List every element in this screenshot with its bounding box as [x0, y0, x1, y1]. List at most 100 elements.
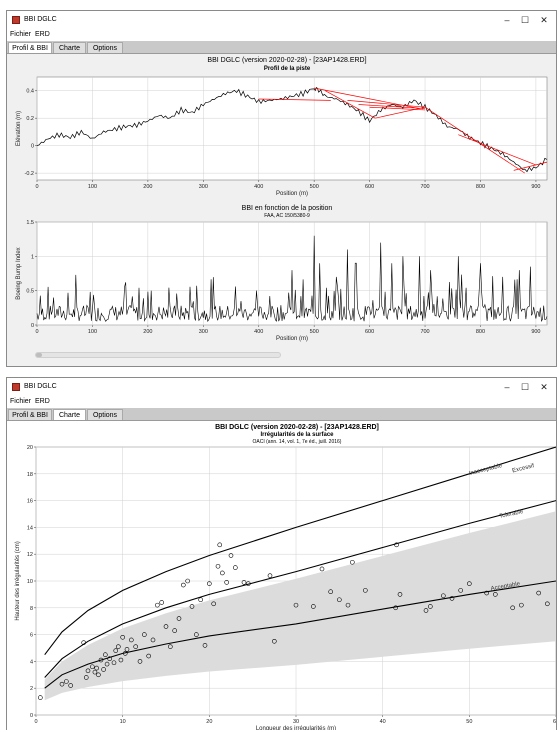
data-point: [220, 570, 225, 576]
bbi-x-tick-label: 0: [35, 329, 38, 335]
menu-fichier[interactable]: Fichier: [10, 31, 32, 38]
profile-x-tick-label: 400: [254, 184, 263, 190]
data-point: [319, 566, 325, 572]
charte-x-tick-label: 0: [34, 719, 37, 725]
data-point: [111, 660, 117, 666]
profile-x-tick-label: 500: [310, 184, 319, 190]
maximize-button[interactable]: ☐: [520, 15, 530, 25]
profile-x-axis-label: Position (m): [276, 191, 308, 197]
tab-profil-bbi[interactable]: Profil & BBI: [8, 409, 52, 420]
window-profil: BBI DGLC – ☐ ✕ Fichier ERD Profil & BBI …: [6, 10, 557, 367]
data-point: [107, 656, 112, 662]
tab-charte[interactable]: Charte: [53, 409, 86, 420]
tab-bar: Profil & BBI Charte Options: [7, 408, 556, 421]
straightedge-line: [358, 104, 426, 109]
close-button[interactable]: ✕: [540, 382, 548, 392]
bbi-x-axis-label: Position (m): [276, 336, 308, 342]
data-point: [241, 580, 247, 585]
straightedge-line: [347, 99, 426, 108]
data-point: [198, 597, 203, 603]
menu-bar: Fichier ERD: [7, 30, 556, 41]
title-bar: BBI DGLC – ☐ ✕: [7, 378, 556, 397]
data-point: [104, 661, 110, 667]
chart-panel: BBI DGLC (version 2020-02-28) - [23AP142…: [7, 54, 556, 366]
limit-curve-acceptable: [44, 580, 557, 689]
data-point: [272, 639, 277, 644]
charte-y-tick-label: 8: [30, 606, 33, 612]
data-point: [176, 616, 182, 621]
position-slider[interactable]: [35, 352, 281, 358]
data-point: [137, 659, 143, 664]
limit-curve-inacceptable: [44, 446, 557, 656]
data-point: [350, 559, 355, 565]
tab-options[interactable]: Options: [87, 42, 123, 53]
bbi-x-tick-label: 700: [420, 329, 429, 335]
data-point: [545, 601, 550, 607]
charte-y-tick-label: 6: [30, 633, 33, 639]
data-point: [59, 681, 65, 687]
minimize-button[interactable]: –: [504, 382, 510, 392]
data-point: [337, 597, 342, 603]
minimize-button[interactable]: –: [504, 15, 510, 25]
chart1-subtitle: Profil de la piste: [264, 66, 311, 72]
bbi-x-tick-label: 400: [254, 329, 263, 335]
bbi-y-tick-label: 0: [31, 323, 34, 329]
charte-x-axis-label: Longueur des irrégularités (m): [256, 726, 336, 730]
app-icon: [12, 383, 20, 391]
charte-y-tick-label: 18: [27, 472, 33, 478]
window-title: BBI DGLC: [24, 16, 57, 23]
profile-line: [36, 86, 548, 173]
limit-curve-tolerable: [44, 500, 557, 678]
data-point: [224, 580, 229, 585]
data-point: [163, 624, 169, 629]
data-point: [397, 592, 403, 597]
charte-x-tick-label: 40: [380, 719, 386, 725]
charte-y-tick-label: 2: [30, 686, 33, 692]
data-point: [363, 588, 368, 593]
zone-label-tolerable: Tolerable: [499, 509, 525, 520]
data-point: [202, 643, 208, 648]
maximize-button[interactable]: ☐: [520, 382, 530, 392]
data-point: [113, 648, 119, 653]
profile-y-tick-label: 0: [31, 144, 34, 150]
bbi-y-tick-label: 0.5: [26, 289, 34, 295]
data-point: [85, 668, 91, 674]
data-point: [423, 608, 429, 613]
close-button[interactable]: ✕: [540, 15, 548, 25]
data-point: [467, 581, 472, 586]
charte-y-tick-label: 16: [27, 499, 33, 505]
profile-y-tick-label: 0.2: [26, 116, 34, 122]
data-point: [159, 600, 164, 605]
data-point: [228, 553, 234, 558]
data-point: [189, 604, 195, 609]
data-point: [217, 542, 223, 548]
data-point: [103, 652, 108, 657]
profile-y-tick-label: -0.2: [25, 171, 34, 177]
window-charte: BBI DGLC – ☐ ✕ Fichier ERD Profil & BBI …: [6, 377, 559, 732]
profile-x-tick-label: 600: [365, 184, 374, 190]
data-point: [211, 601, 216, 607]
data-point: [68, 683, 73, 688]
data-point: [116, 644, 121, 649]
menu-fichier[interactable]: Fichier: [10, 398, 32, 405]
tab-bar: Profil & BBI Charte Options: [7, 41, 556, 54]
menu-erd[interactable]: ERD: [35, 398, 50, 405]
bbi-y-axis-label: Boeing Bump Index: [16, 247, 22, 299]
slider-thumb[interactable]: [36, 353, 42, 357]
data-point: [92, 669, 98, 675]
chart3-subsubtitle: OACI (ann. 14, vol. 1, 7e éd., juill. 20…: [253, 439, 342, 445]
data-point: [146, 653, 151, 659]
menu-erd[interactable]: ERD: [35, 31, 50, 38]
data-point: [83, 675, 89, 680]
straightedge-line: [325, 90, 376, 119]
data-point: [233, 565, 238, 570]
data-point: [142, 632, 147, 637]
data-point: [493, 592, 498, 597]
tab-options[interactable]: Options: [87, 409, 123, 420]
tab-charte[interactable]: Charte: [53, 42, 86, 53]
tab-profil-bbi[interactable]: Profil & BBI: [8, 42, 52, 53]
data-point: [207, 581, 212, 586]
bbi-x-tick-label: 600: [365, 329, 374, 335]
bbi-x-tick-label: 300: [199, 329, 208, 335]
straightedge-line: [458, 134, 537, 166]
